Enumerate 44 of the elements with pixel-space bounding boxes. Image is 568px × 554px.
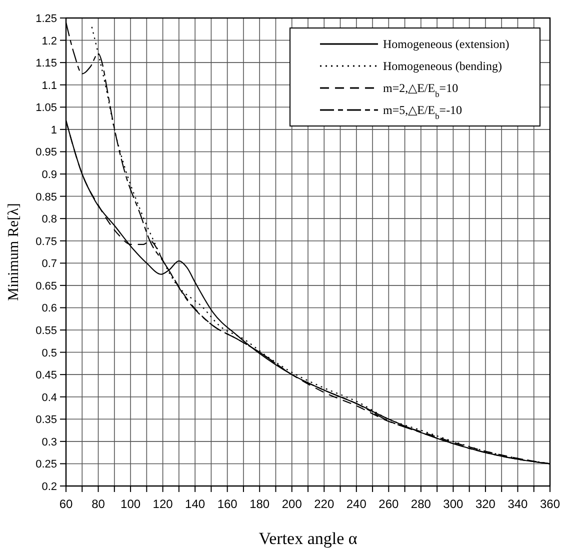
y-tick-label: 0.25 bbox=[36, 458, 57, 471]
x-tick-label: 60 bbox=[59, 497, 73, 511]
y-tick-label: 0.9 bbox=[42, 169, 57, 181]
y-tick-label: 1.05 bbox=[36, 102, 57, 114]
x-tick-label: 120 bbox=[152, 497, 174, 511]
y-tick-label: 0.6 bbox=[42, 302, 57, 315]
y-tick-label: 0.45 bbox=[36, 370, 57, 382]
x-tick-label: 260 bbox=[378, 497, 399, 511]
y-tick-label: 0.3 bbox=[42, 436, 57, 448]
y-tick-label: 1.15 bbox=[36, 58, 57, 70]
x-tick-label: 180 bbox=[250, 497, 270, 511]
y-tick-label: 1.25 bbox=[36, 13, 57, 25]
y-tick-label: 1.2 bbox=[42, 35, 57, 48]
x-tick-label: 340 bbox=[508, 497, 528, 511]
legend-label: Homogeneous (bending) bbox=[383, 59, 502, 73]
x-tick-label: 140 bbox=[185, 497, 206, 511]
legend-label: m=2,△E/E$_{b}$=10 bbox=[383, 81, 458, 98]
y-tick-label: 1.1 bbox=[42, 80, 57, 92]
y-tick-label: 0.8 bbox=[42, 214, 57, 226]
x-tick-label: 300 bbox=[443, 497, 464, 511]
x-tick-label: 240 bbox=[346, 497, 367, 511]
y-tick-label: 0.55 bbox=[36, 325, 57, 337]
x-axis-title: Vertex angle α bbox=[258, 529, 358, 548]
legend-label: Homogeneous (extension) bbox=[383, 37, 510, 51]
y-tick-label: 1 bbox=[50, 124, 57, 136]
legend-label: m=5,△E/E$_{b}$=-10 bbox=[383, 103, 462, 120]
x-tick-label: 80 bbox=[92, 497, 106, 511]
x-tick-label: 220 bbox=[314, 497, 334, 511]
y-tick-label: 0.4 bbox=[42, 392, 57, 404]
y-tick-label: 0.85 bbox=[36, 191, 57, 204]
y-tick-label: 0.95 bbox=[36, 146, 57, 159]
x-tick-label: 100 bbox=[120, 497, 141, 511]
y-tick-label: 0.35 bbox=[36, 414, 57, 426]
x-tick-label: 280 bbox=[410, 497, 432, 511]
x-tick-label: 160 bbox=[217, 497, 238, 511]
x-tick-label: 320 bbox=[475, 497, 496, 511]
y-tick-label: 0.5 bbox=[42, 347, 57, 360]
x-tick-label: 360 bbox=[540, 497, 560, 511]
y-tick-label: 0.65 bbox=[36, 280, 57, 292]
y-tick-label: 0.7 bbox=[42, 258, 57, 270]
y-axis-title: Minimum Re[λ] bbox=[6, 203, 22, 301]
y-tick-label: 0.2 bbox=[42, 481, 57, 493]
y-tick-label: 0.75 bbox=[36, 236, 57, 248]
x-tick-label: 200 bbox=[282, 497, 302, 511]
